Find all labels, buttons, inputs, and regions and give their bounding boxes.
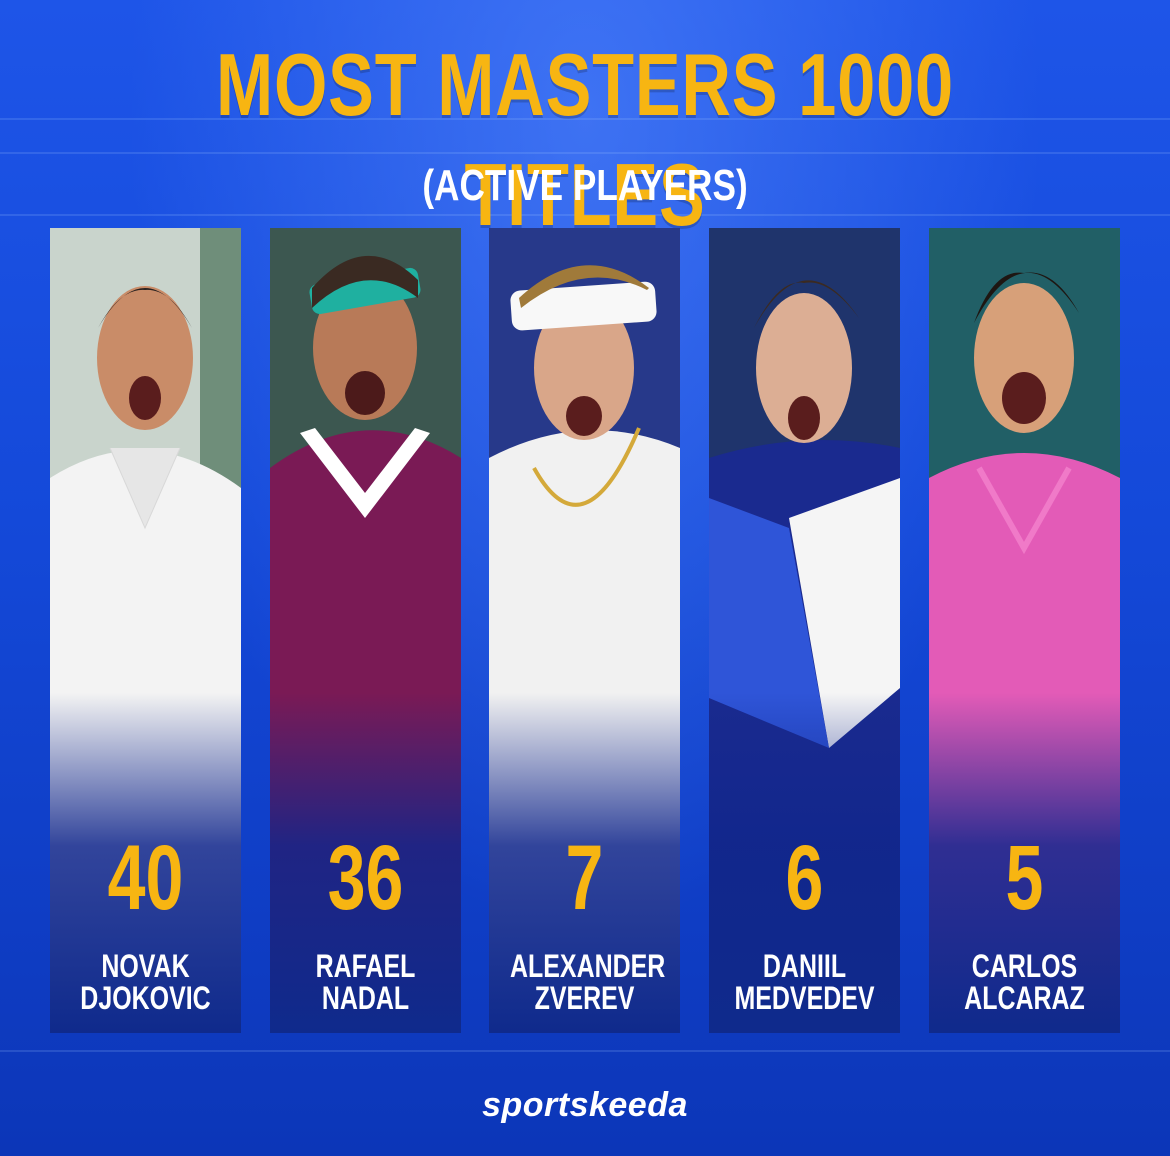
player-card-medvedev: 6 DANIIL MEDVEDEV xyxy=(709,228,900,1033)
player-last-name: DJOKOVIC xyxy=(80,980,211,1016)
player-name: DANIIL MEDVEDEV xyxy=(730,950,879,1014)
page-title: MOST MASTERS 1000 TITLES xyxy=(216,35,954,244)
stadium-stripe xyxy=(0,214,1170,216)
stadium-stripe xyxy=(0,118,1170,120)
card-shade xyxy=(50,693,241,1033)
player-first-name: DANIIL xyxy=(762,948,847,984)
player-card-alcaraz: 5 CARLOS ALCARAZ xyxy=(929,228,1120,1033)
stadium-stripe xyxy=(0,152,1170,154)
titles-count: 40 xyxy=(107,827,184,929)
player-name: ALEXANDER ZVEREV xyxy=(510,948,666,1016)
player-card-djokovic: 40 NOVAK DJOKOVIC xyxy=(50,228,241,1033)
player-last-name: MEDVEDEV xyxy=(734,980,875,1016)
card-shade xyxy=(270,693,461,1033)
player-name: RAFAEL NADAL xyxy=(291,950,440,1014)
card-shade xyxy=(709,693,900,1033)
page-subtitle: (ACTIVE PLAYERS) xyxy=(422,161,748,210)
player-card-zverev: 7 ALEXANDER ZVEREV xyxy=(489,228,680,1033)
titles-count: 5 xyxy=(1005,827,1044,929)
player-first-name: ALEXANDER xyxy=(510,948,666,984)
stadium-stripe xyxy=(0,1050,1170,1052)
titles-count: 36 xyxy=(327,827,404,929)
player-last-name: ZVEREV xyxy=(534,980,635,1016)
sportskeeda-logo: sportskeeda xyxy=(482,1086,688,1124)
titles-count: 6 xyxy=(785,827,824,929)
card-shade xyxy=(929,693,1120,1033)
titles-count: 7 xyxy=(565,827,604,929)
player-last-name: NADAL xyxy=(321,980,410,1016)
player-first-name: RAFAEL xyxy=(315,948,416,984)
player-name: CARLOS ALCARAZ xyxy=(950,950,1099,1014)
player-first-name: CARLOS xyxy=(971,948,1078,984)
player-name: NOVAK DJOKOVIC xyxy=(71,950,220,1014)
player-card-nadal: 36 RAFAEL NADAL xyxy=(270,228,461,1033)
player-first-name: NOVAK xyxy=(101,948,190,984)
player-last-name: ALCARAZ xyxy=(964,980,1085,1016)
card-shade xyxy=(489,693,680,1033)
